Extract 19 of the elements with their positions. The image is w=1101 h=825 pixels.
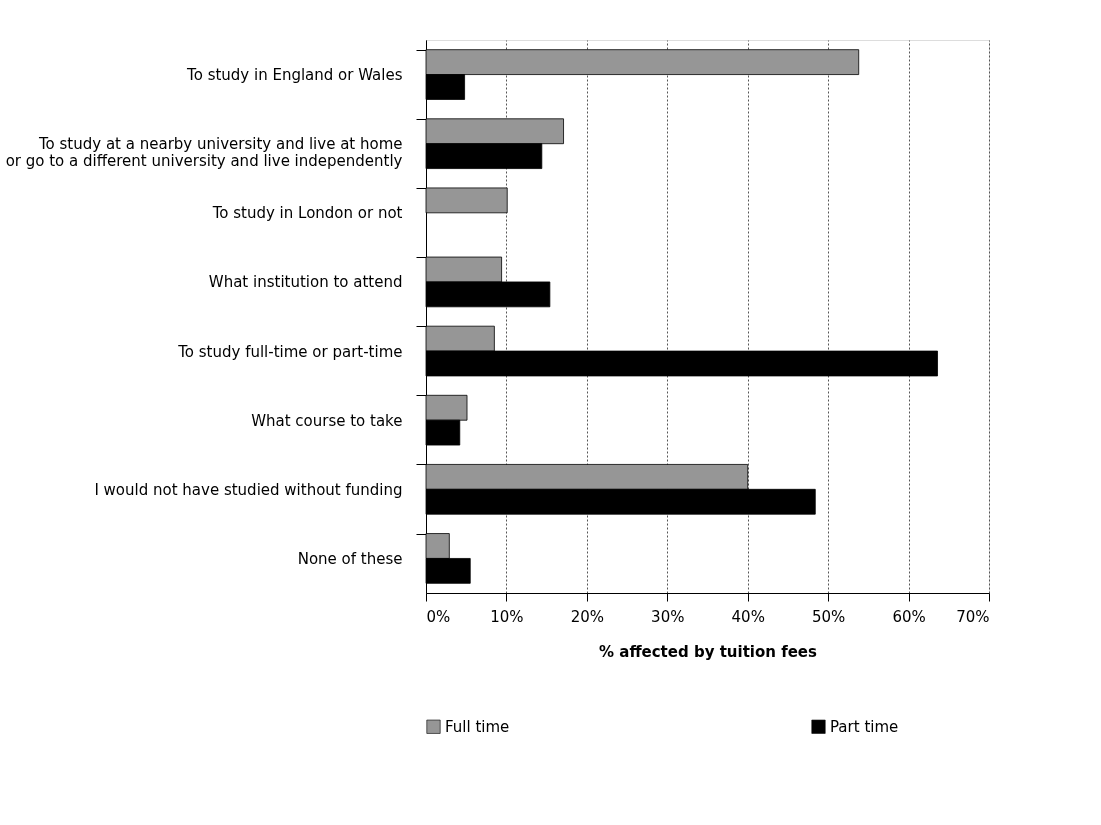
y-tick-label: To study full-time or part-time xyxy=(177,342,403,361)
y-tick-label: What institution to attend xyxy=(208,273,403,292)
x-tick-label: 30% xyxy=(651,607,685,626)
y-tick-label: To study in London or not xyxy=(211,204,403,223)
y-tick-label: None of these xyxy=(297,549,403,568)
x-tick-label: 0% xyxy=(426,607,451,626)
x-axis-title: % affected by tuition fees xyxy=(599,642,818,661)
x-tick-label: 40% xyxy=(731,607,765,626)
x-tick-label: 50% xyxy=(811,607,846,626)
x-tick-label: 10% xyxy=(490,607,524,626)
legend-label: Part time xyxy=(830,717,899,736)
x-tick-label: 60% xyxy=(892,607,926,626)
legend-label: Full time xyxy=(445,717,510,736)
x-tick-label: 20% xyxy=(570,607,605,626)
x-tick-label: 70% xyxy=(956,607,990,626)
y-tick-label: I would not have studied without funding xyxy=(94,480,403,499)
y-tick-label: What course to take xyxy=(251,411,403,430)
y-tick-label: To study in England or Wales xyxy=(186,66,403,85)
y-tick-label: To study at a nearby university and live at home or go to a different university and live independently xyxy=(5,135,403,171)
